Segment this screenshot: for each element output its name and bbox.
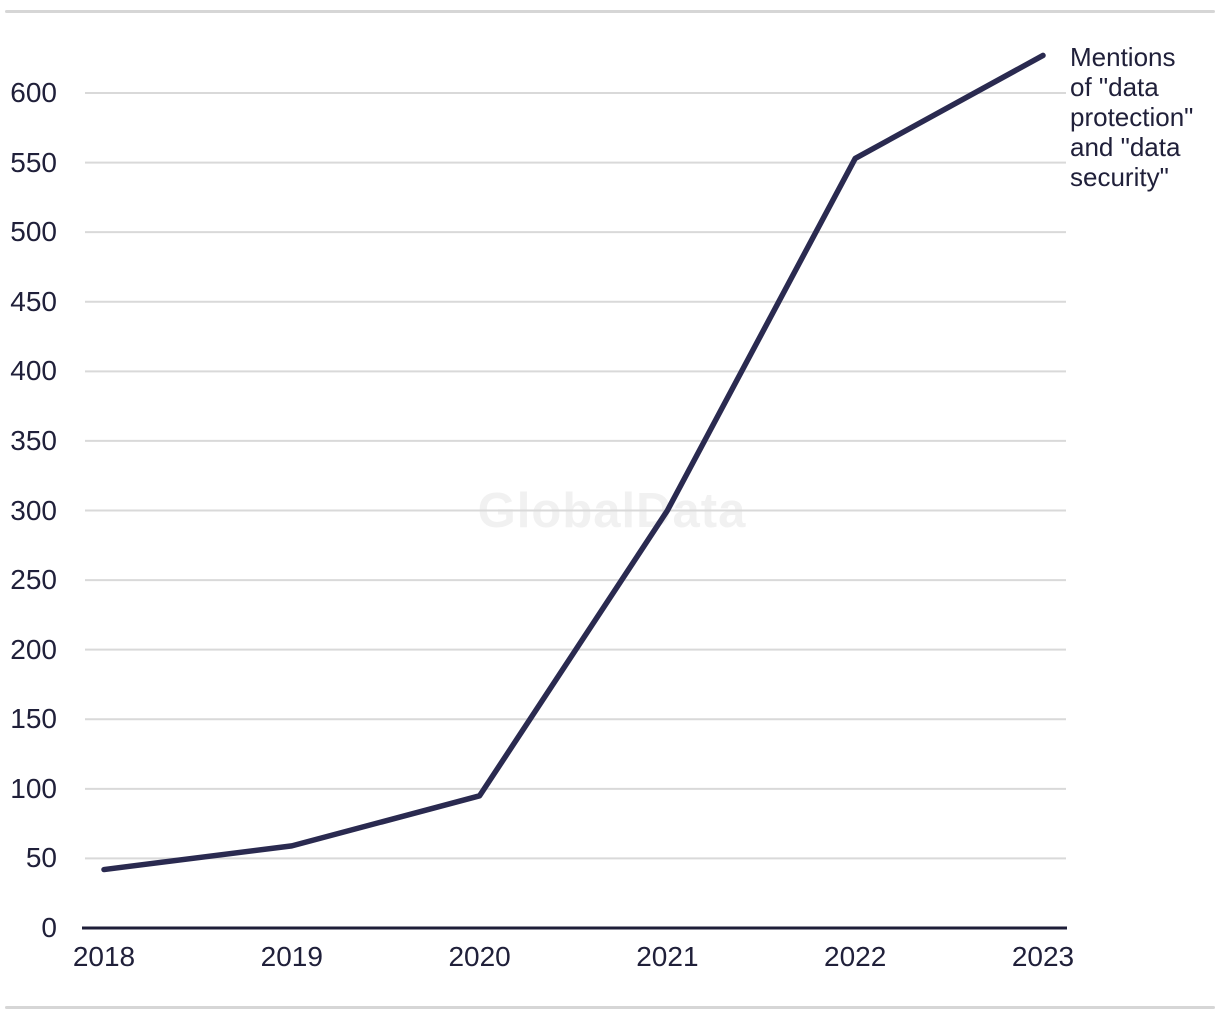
- y-tick-label: 500: [10, 216, 57, 248]
- data-line: [101, 52, 1046, 873]
- y-tick-label: 450: [10, 285, 57, 317]
- x-tick-label: 2018: [72, 941, 136, 972]
- y-tick-label: 150: [10, 703, 57, 735]
- x-tick-label: 2023: [1011, 941, 1075, 972]
- annotation-line: protection": [1070, 102, 1194, 132]
- series-annotation: Mentions of "data protection" and "data secu…: [1070, 42, 1220, 192]
- y-tick-label: 100: [10, 772, 57, 804]
- annotation-line: Mentions: [1070, 42, 1176, 72]
- y-tick-label: 300: [10, 494, 57, 526]
- globaldata-watermark: GlobalData: [477, 484, 747, 538]
- annotation-line: security": [1070, 162, 1169, 192]
- y-tick-label: 50: [25, 842, 57, 874]
- y-tick-label: 0: [41, 912, 57, 943]
- x-tick-label: 2020: [448, 941, 511, 972]
- x-tick-label: 2022: [824, 941, 887, 972]
- y-tick-label: 350: [10, 424, 57, 456]
- y-tick-label: 400: [10, 355, 57, 387]
- y-tick-label: 250: [10, 564, 57, 596]
- annotation-line: and "data: [1070, 132, 1181, 162]
- y-tick-label: 550: [10, 146, 57, 178]
- x-tick-label: 2019: [260, 941, 323, 972]
- annotation-line: of "data: [1070, 72, 1159, 102]
- x-tick-label: 2021: [636, 941, 699, 972]
- y-tick-label: 600: [10, 77, 57, 108]
- top-divider: [5, 10, 1215, 13]
- bottom-divider: [5, 1006, 1215, 1009]
- y-tick-label: 200: [10, 633, 57, 665]
